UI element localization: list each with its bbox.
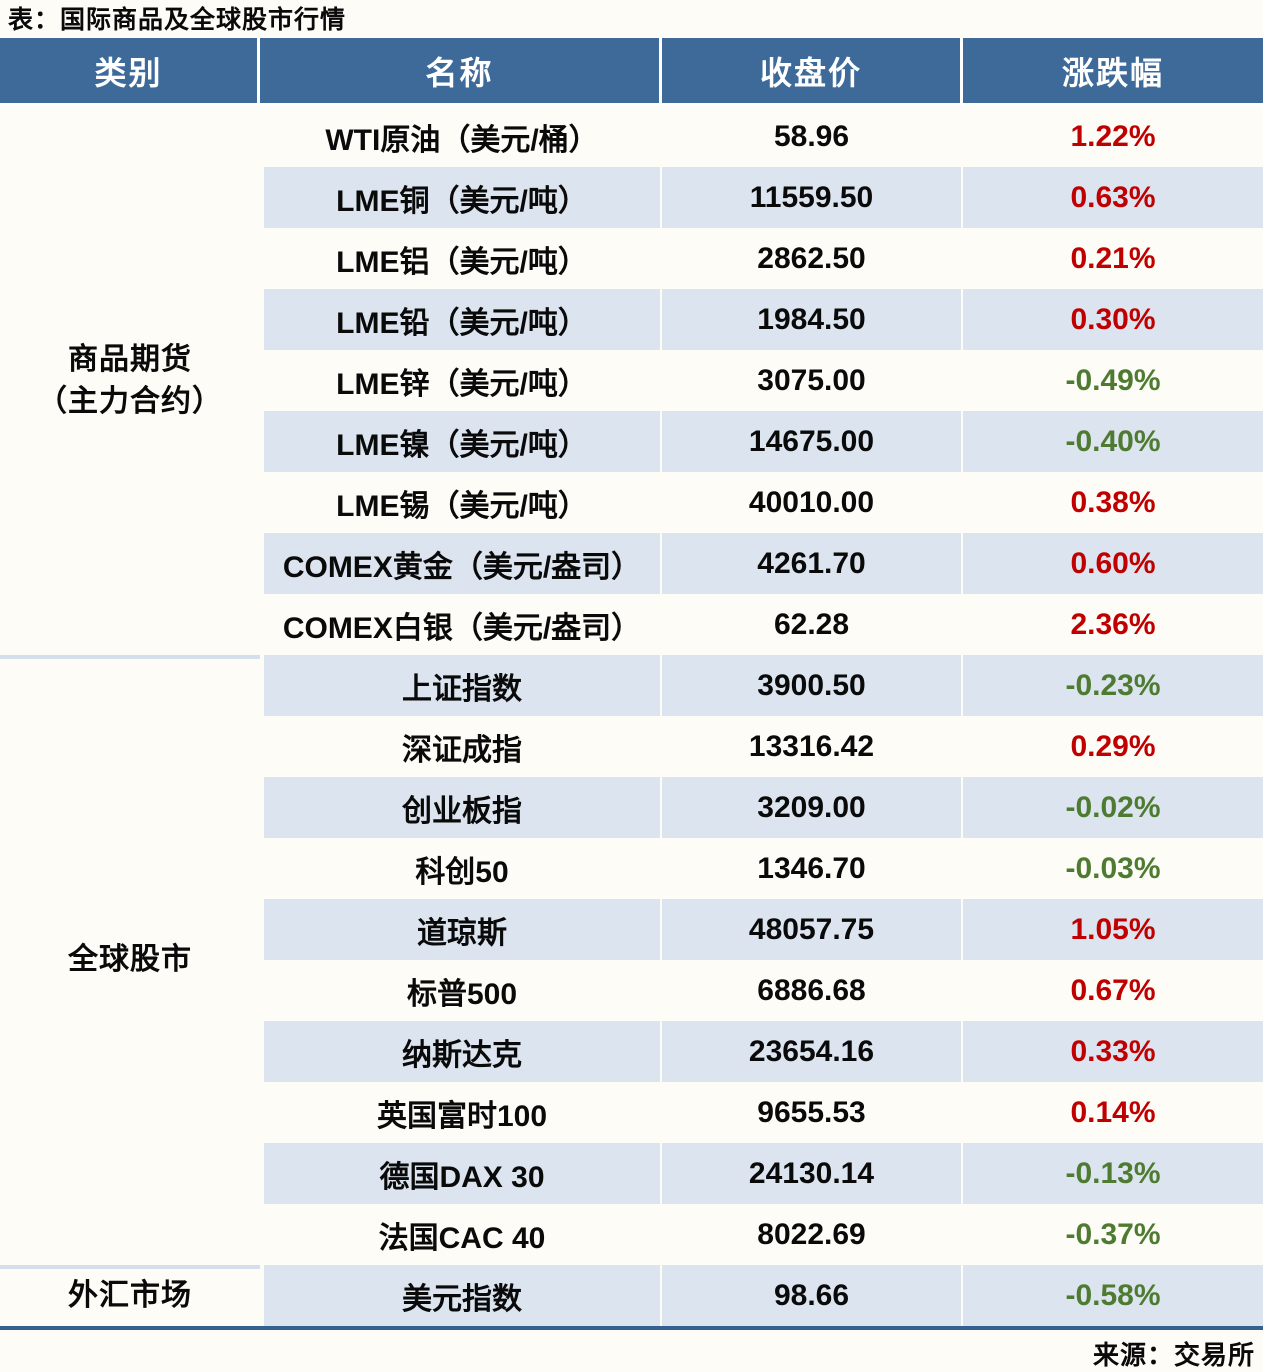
instrument-name-cell: 德国DAX 30 [260,1143,662,1204]
table-header: 类别 名称 收盘价 涨跌幅 [0,38,1263,106]
change-percent-cell: -0.13% [963,1143,1263,1204]
market-table: 类别 名称 收盘价 涨跌幅 商品期货 （主力合约） WTI原油（美元/桶） 58.96… [0,38,1263,1326]
change-percent-cell: -0.02% [963,777,1263,838]
instrument-name-cell: 纳斯达克 [260,1021,662,1082]
change-percent-cell: 0.14% [1070,1095,1156,1129]
close-price-cell: 8022.69 [662,1204,963,1265]
page-title: 表：国际商品及全球股市行情 [8,6,347,34]
close-price-cell: 9655.53 [662,1082,963,1143]
instrument-name-cell: LME锌（美元/吨） [260,350,662,411]
instrument-name-cell: COMEX白银（美元/盎司） [260,594,662,655]
table-row: 英国富时100 9655.53 0.14% [0,1082,1263,1143]
header-name: 名称 [260,38,662,106]
close-price-cell: 62.28 [662,594,963,655]
instrument-name-cell: 标普500 [260,960,662,1021]
category-label-line: 全球股市 [68,943,192,976]
change-percent-cell: 0.63% [963,167,1263,228]
instrument-name-cell: 法国CAC 40 [260,1204,662,1265]
instrument-name-cell: WTI原油（美元/桶） [260,106,662,167]
change-percent-cell: -0.58% [963,1265,1263,1326]
table-body: 商品期货 （主力合约） WTI原油（美元/桶） 58.96 1.22% LME铜（美元/吨… [0,106,1263,1326]
table-row: LME锡（美元/吨） 40010.00 0.38% [0,472,1263,533]
instrument-name-cell: COMEX黄金（美元/盎司） [260,533,662,594]
change-percent-cell: -0.37% [1065,1217,1161,1251]
category-cell: 全球股市 [0,655,260,1265]
table-row: LME铝（美元/吨） 2862.50 0.21% [0,228,1263,289]
instrument-name-cell: 道琼斯 [260,899,662,960]
table-row: LME锌（美元/吨） 3075.00 -0.49% [0,350,1263,411]
close-price-cell: 13316.42 [662,716,963,777]
table-row: LME铅（美元/吨） 1984.50 0.30% [0,289,1263,350]
instrument-name-cell: LME铜（美元/吨） [260,167,662,228]
change-percent-cell: 2.36% [1070,607,1156,641]
change-percent-cell: 1.05% [963,899,1263,960]
instrument-name-cell: 科创50 [260,838,662,899]
instrument-name-cell: 美元指数 [260,1265,662,1326]
close-price-cell: 3209.00 [662,777,963,838]
close-price-cell: 4261.70 [662,533,963,594]
change-percent-cell: 0.33% [963,1021,1263,1082]
table-row: LME镍（美元/吨） 14675.00 -0.40% [0,411,1263,472]
table-bottom-border [0,1326,1263,1330]
close-price-cell: 2862.50 [662,228,963,289]
change-percent-cell: 1.22% [1070,119,1156,153]
table-row: 科创50 1346.70 -0.03% [0,838,1263,899]
change-percent-cell: -0.03% [1065,851,1161,885]
close-price-cell: 23654.16 [662,1021,963,1082]
change-percent-cell: -0.49% [1065,363,1161,397]
change-percent-cell: -0.40% [963,411,1263,472]
instrument-name-cell: LME铝（美元/吨） [260,228,662,289]
table-row: 德国DAX 30 24130.14 -0.13% [0,1143,1263,1204]
close-price-cell: 1346.70 [662,838,963,899]
header-row: 类别 名称 收盘价 涨跌幅 [0,38,1263,106]
instrument-name-cell: 上证指数 [260,655,662,716]
table-row: 创业板指 3209.00 -0.02% [0,777,1263,838]
table-row: 标普500 6886.68 0.67% [0,960,1263,1021]
source-note: 来源：交易所 [1092,1340,1255,1370]
header-close-price: 收盘价 [662,38,963,106]
table-row: COMEX白银（美元/盎司） 62.28 2.36% [0,594,1263,655]
category-label-line: 商品期货 [68,342,192,376]
table-row: 纳斯达克 23654.16 0.33% [0,1021,1263,1082]
table-row: 法国CAC 40 8022.69 -0.37% [0,1204,1263,1265]
table-row: 商品期货 （主力合约） WTI原油（美元/桶） 58.96 1.22% [0,106,1263,418]
instrument-name-cell: LME锡（美元/吨） [260,472,662,533]
change-percent-cell: 0.60% [963,533,1263,594]
close-price-cell: 14675.00 [662,411,963,472]
change-percent-cell: -0.23% [963,655,1263,716]
close-price-cell: 11559.50 [662,167,963,228]
close-price-cell: 40010.00 [662,472,963,533]
instrument-name-cell: 英国富时100 [260,1082,662,1143]
change-percent-cell: 0.30% [963,289,1263,350]
instrument-name-cell: LME铅（美元/吨） [260,289,662,350]
close-price-cell: 48057.75 [662,899,963,960]
category-cell: 外汇市场 [0,1265,260,1326]
close-price-cell: 6886.68 [662,960,963,1021]
close-price-cell: 58.96 [662,106,963,167]
header-change-percent: 涨跌幅 [963,38,1263,106]
table-row: 深证成指 13316.42 0.29% [0,716,1263,777]
table-row: COMEX黄金（美元/盎司） 4261.70 0.60% [0,533,1263,594]
header-category: 类别 [0,38,260,106]
table-row: LME铜（美元/吨） 11559.50 0.63% [0,167,1263,228]
category-label-line: （主力合约） [37,384,223,418]
close-price-cell: 24130.14 [662,1143,963,1204]
change-percent-cell: 0.21% [1070,241,1156,275]
table-row: 全球股市 上证指数 3900.50 -0.23% [0,655,1263,976]
instrument-name-cell: 创业板指 [260,777,662,838]
change-percent-cell: 0.29% [1070,729,1156,763]
table-row: 外汇市场 美元指数 98.66 -0.58% [0,1265,1263,1326]
change-percent-cell: 0.67% [1070,973,1156,1007]
instrument-name-cell: 深证成指 [260,716,662,777]
close-price-cell: 3075.00 [662,350,963,411]
close-price-cell: 1984.50 [662,289,963,350]
close-price-cell: 3900.50 [662,655,963,716]
table-row: 道琼斯 48057.75 1.05% [0,899,1263,960]
category-label-line: 外汇市场 [68,1278,192,1312]
change-percent-cell: 0.38% [1070,485,1156,519]
category-cell: 商品期货 （主力合约） [0,106,260,655]
instrument-name-cell: LME镍（美元/吨） [260,411,662,472]
close-price-cell: 98.66 [662,1265,963,1326]
